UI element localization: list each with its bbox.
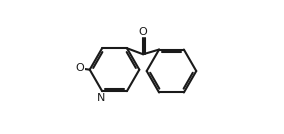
Text: N: N [97,93,106,103]
Text: O: O [75,63,84,73]
Text: O: O [139,27,147,37]
